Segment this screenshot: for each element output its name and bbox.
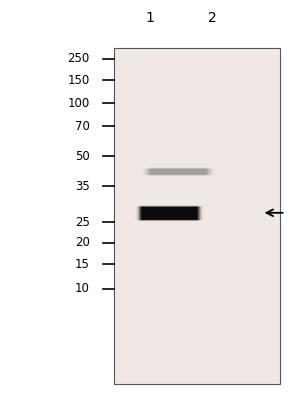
Bar <box>114 48 280 384</box>
Text: 35: 35 <box>75 180 90 192</box>
Text: 70: 70 <box>75 120 90 132</box>
Text: 15: 15 <box>75 258 90 270</box>
Text: 1: 1 <box>145 11 154 25</box>
Text: 10: 10 <box>75 282 90 295</box>
Text: 2: 2 <box>208 11 217 25</box>
Text: 150: 150 <box>68 74 90 86</box>
Text: 50: 50 <box>75 150 90 162</box>
Text: 25: 25 <box>75 216 90 228</box>
Text: 100: 100 <box>68 97 90 110</box>
Text: 250: 250 <box>68 52 90 65</box>
Text: 20: 20 <box>75 236 90 249</box>
